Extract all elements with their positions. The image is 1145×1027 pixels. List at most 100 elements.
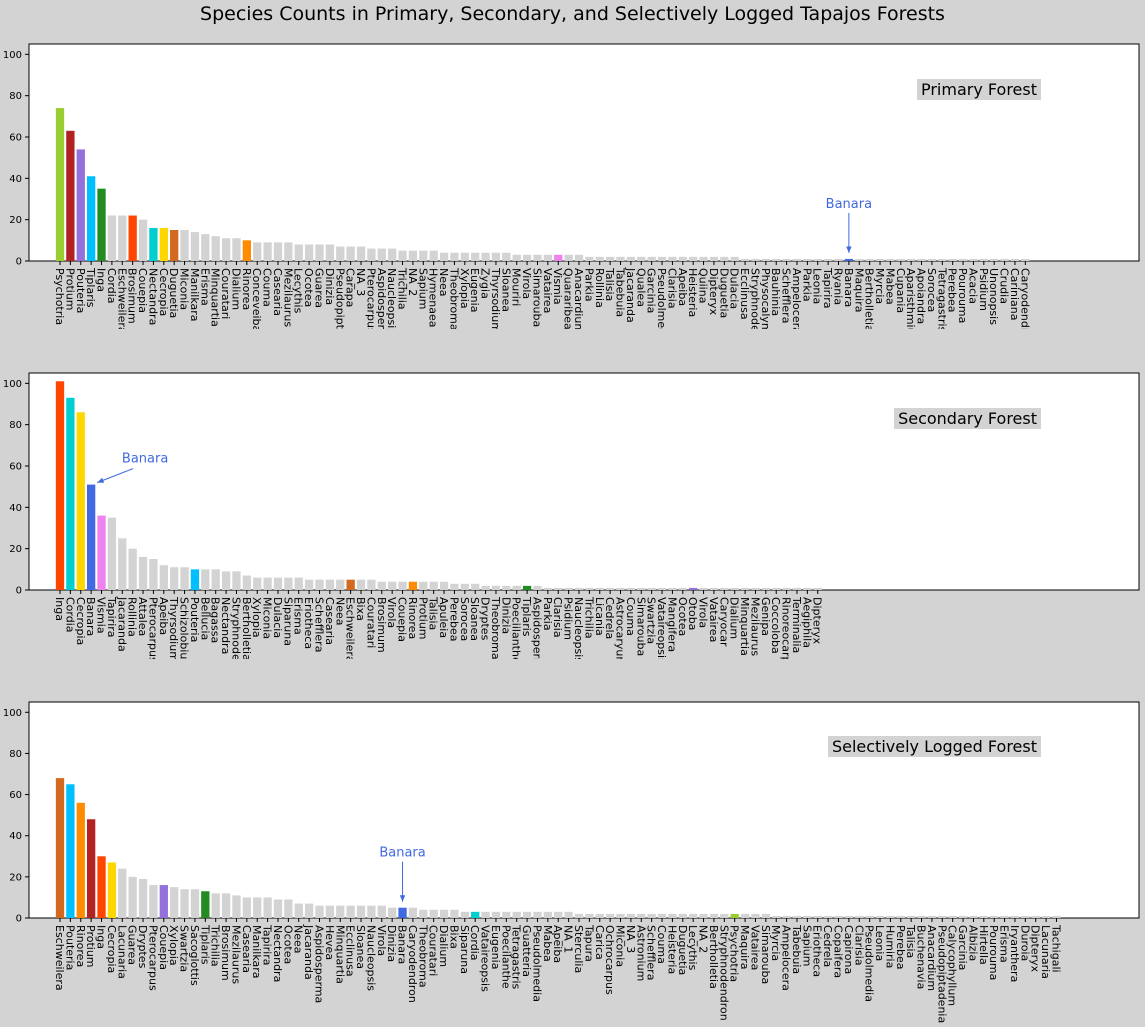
x-tick-label: Minquartia — [209, 268, 222, 327]
x-tick-label: Pterocarpus — [146, 597, 159, 659]
bar-neea — [439, 252, 449, 261]
x-tick-label: Eriotheca — [302, 597, 315, 649]
bar-apuleia — [439, 581, 449, 590]
bar-lecythis — [294, 244, 303, 261]
bar-manilkara — [190, 232, 200, 261]
bar-schizolobium — [180, 567, 189, 590]
bar-couma — [626, 587, 636, 590]
bar-lacunaria — [1041, 915, 1051, 918]
x-tick-label: Mezilaurus — [748, 597, 761, 656]
bar-na-3 — [626, 913, 636, 918]
bar-dipteryx — [1031, 915, 1040, 918]
bar-ocotea — [678, 587, 687, 590]
bar-eugenia — [471, 252, 480, 261]
x-tick-label: Albizia — [966, 925, 979, 961]
bar-crudia — [1000, 258, 1009, 261]
x-tick-label: Talisia — [904, 924, 917, 958]
x-tick-label: Eugenia — [468, 268, 481, 312]
annotation-label: Banara — [379, 846, 425, 861]
x-tick-label: Mezilaurus — [229, 925, 242, 984]
bar-anacardium — [927, 915, 937, 918]
bar-erisma — [294, 577, 303, 590]
x-tick-label: Pourouma — [987, 925, 1000, 980]
bar-dialium — [439, 909, 449, 918]
x-tick-label: Jacaranda — [624, 267, 637, 323]
bar-ocotea — [284, 899, 293, 918]
bar-pouteria — [190, 569, 200, 590]
x-tick-label: Rinorea — [74, 925, 87, 967]
bar-vataireopsis — [657, 587, 667, 590]
bar-perebea — [948, 258, 957, 261]
bar-rinoreocarpus — [782, 587, 791, 590]
x-tick-label: Garcinia — [956, 925, 969, 970]
bar-trichilia — [398, 250, 407, 261]
x-tick-label: Siparuna — [458, 925, 471, 974]
x-tick-label: Vismia — [551, 268, 564, 305]
x-tick-label: NA_2 — [697, 925, 710, 953]
x-tick-label: Rinorea — [406, 597, 419, 639]
x-tick-label: Clarisia — [665, 268, 678, 309]
x-tick-label: Bertholletia — [707, 925, 720, 989]
x-tick-label: Virola — [520, 268, 533, 299]
bar-dulacia — [730, 256, 739, 261]
bar-dryptes — [481, 585, 490, 590]
x-tick-label: Humiria — [883, 925, 896, 968]
plot-area — [28, 43, 1140, 262]
bar-swartzia — [647, 587, 656, 590]
x-tick-label: Psidium — [977, 268, 990, 311]
x-tick-label: Guarea — [313, 268, 326, 308]
bar-otoba — [689, 587, 698, 590]
bar-virola — [522, 254, 532, 261]
bar-couma — [263, 242, 272, 261]
x-tick-label: Lacunaria — [115, 925, 128, 979]
bar-mezilaurus — [751, 587, 760, 590]
x-tick-label: Eschweilera — [344, 597, 357, 659]
x-tick-label: Dialium — [437, 925, 450, 967]
x-tick-label: Simarouba — [634, 597, 647, 656]
x-tick-label: Cedrela — [603, 597, 616, 639]
plot-area — [28, 372, 1140, 591]
bar-nectandra — [273, 899, 283, 918]
x-tick-label: Poeciilanthe — [510, 597, 523, 659]
bar-heisteria — [668, 913, 677, 918]
x-tick-label: Dipteryx — [707, 268, 720, 316]
x-tick-label: Simarouba — [759, 925, 772, 984]
bar-qualea — [637, 256, 646, 261]
x-tick-label: Conceveiba — [250, 268, 263, 329]
x-tick-label: Cecropia — [157, 268, 170, 316]
x-tick-label: Maquira — [852, 268, 865, 313]
bar-minquartia — [336, 905, 345, 918]
bar-minquartia — [211, 236, 220, 261]
x-tick-label: Casearia — [323, 597, 336, 645]
bar-neea — [294, 903, 303, 918]
bar-ryania — [834, 258, 843, 261]
bar-quararibea — [564, 254, 573, 261]
bar-stryphnodendron — [232, 571, 241, 590]
bar-na-1 — [564, 911, 573, 918]
y-tick-label: 40 — [9, 174, 22, 185]
bar-couepia — [398, 581, 407, 590]
bar-siparuna — [284, 577, 293, 590]
x-tick-label: Brosimum — [375, 597, 388, 653]
y-tick-label: 0 — [16, 257, 22, 268]
bar-cecropia — [76, 412, 85, 590]
bar-bellucia — [201, 569, 210, 590]
x-tick-label: Nectandra — [271, 925, 284, 982]
bar-copaifera — [834, 915, 843, 918]
bar-stryphnodendron — [751, 258, 760, 261]
x-tick-label: Virola — [697, 597, 710, 628]
x-tick-label: Myrcia — [769, 925, 782, 961]
x-tick-label: Trichilia — [582, 596, 595, 639]
x-tick-label: NA_2 — [406, 268, 419, 296]
bar-guatteria — [522, 911, 532, 918]
bar-xylopia — [170, 887, 179, 918]
bar-sapium — [803, 915, 812, 918]
bar-dulacia — [273, 577, 283, 590]
bar-eugenia — [491, 911, 501, 918]
bar-talisia — [605, 256, 615, 261]
bar-parkia — [543, 587, 553, 590]
bar-na-2 — [408, 250, 418, 261]
bar-ecclinusa — [740, 258, 750, 261]
x-tick-label: Apeiba — [551, 925, 564, 963]
x-tick-label: Leonia — [873, 925, 886, 961]
